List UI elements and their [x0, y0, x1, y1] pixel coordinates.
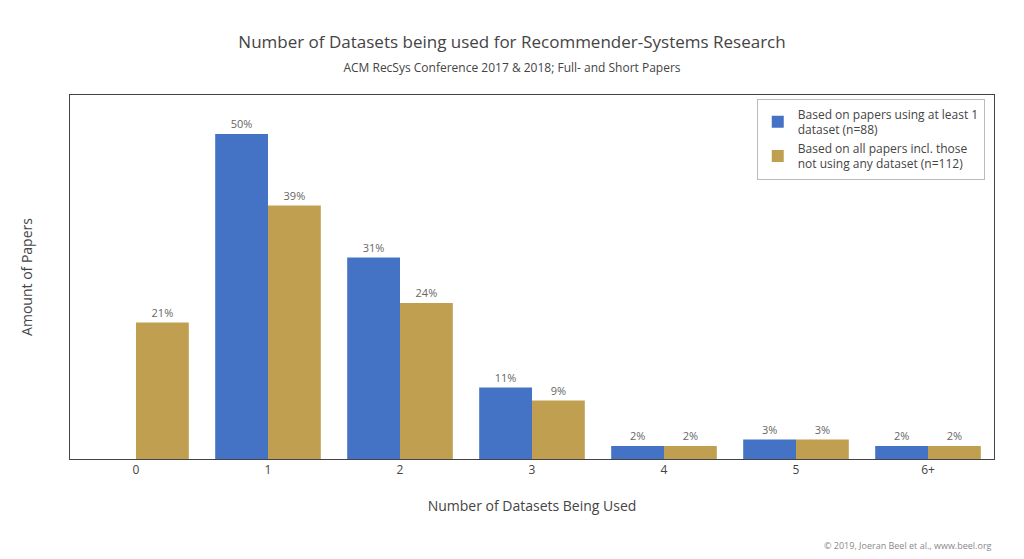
svg-text:Based on papers using at least: Based on papers using at least 1dataset … — [798, 106, 978, 139]
svg-text:Amount of Papers: Amount of Papers — [17, 218, 36, 336]
svg-text:2%: 2% — [630, 428, 645, 443]
svg-text:1: 1 — [265, 461, 272, 478]
svg-text:50%: 50% — [231, 116, 253, 131]
svg-text:3%: 3% — [762, 422, 777, 437]
svg-text:2: 2 — [397, 461, 404, 478]
svg-text:5: 5 — [793, 461, 800, 478]
svg-text:2%: 2% — [683, 428, 698, 443]
svg-text:2%: 2% — [947, 428, 962, 443]
svg-text:21%: 21% — [152, 305, 174, 320]
svg-text:39%: 39% — [284, 188, 306, 203]
svg-text:4: 4 — [661, 461, 668, 478]
svg-text:Number of Datasets Being Used: Number of Datasets Being Used — [428, 496, 637, 515]
svg-text:24%: 24% — [416, 285, 438, 300]
svg-text:0: 0 — [133, 461, 140, 478]
svg-text:Based on all papers incl. thos: Based on all papers incl. thosenot using… — [798, 140, 968, 173]
svg-text:2%: 2% — [894, 428, 909, 443]
svg-text:31%: 31% — [363, 240, 385, 255]
svg-text:3: 3 — [529, 461, 536, 478]
svg-text:6+: 6+ — [921, 461, 935, 478]
svg-text:ACM RecSys Conference 2017 & 2: ACM RecSys Conference 2017 & 2018; Full-… — [343, 59, 680, 76]
svg-text:9%: 9% — [551, 383, 566, 398]
svg-text:Number of Datasets being used: Number of Datasets being used for Recomm… — [238, 30, 785, 53]
svg-text:© 2019, Joeran Beel et al., ww: © 2019, Joeran Beel et al., www.beel.org — [824, 539, 992, 552]
svg-text:11%: 11% — [495, 370, 517, 385]
svg-text:3%: 3% — [815, 422, 830, 437]
